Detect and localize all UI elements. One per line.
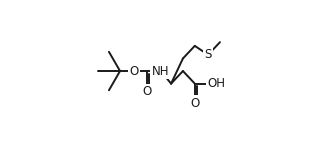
Text: O: O <box>130 65 139 78</box>
Text: OH: OH <box>207 77 225 90</box>
Text: S: S <box>204 48 212 61</box>
Text: O: O <box>143 85 152 98</box>
Text: O: O <box>190 97 199 110</box>
Text: NH: NH <box>152 65 170 78</box>
